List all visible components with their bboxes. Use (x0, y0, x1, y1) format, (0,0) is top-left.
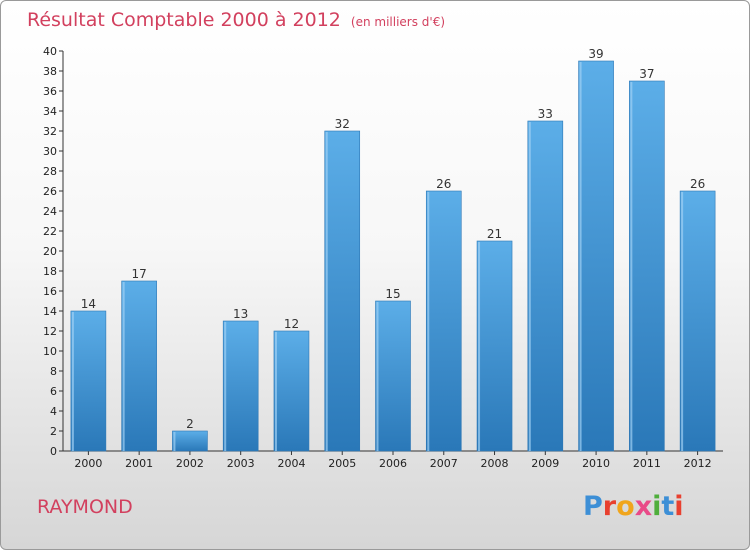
commune-name: RAYMOND (37, 496, 133, 518)
bar-2002 (172, 430, 208, 452)
bar-highlight (681, 192, 684, 451)
logo-letter: i (652, 491, 662, 522)
value-label: 37 (639, 67, 654, 81)
y-tick-label: 18 (43, 265, 57, 278)
value-label: 21 (487, 227, 502, 241)
value-label: 12 (284, 317, 299, 331)
value-label: 26 (690, 177, 705, 191)
bar-highlight (528, 122, 531, 451)
y-tick-label: 20 (43, 245, 57, 258)
y-tick-label: 6 (50, 385, 57, 398)
logo-letter: x (634, 491, 653, 522)
bars (70, 60, 716, 452)
value-label: 17 (132, 267, 147, 281)
value-label: 2 (186, 417, 194, 431)
logo-letter: o (616, 491, 635, 522)
x-tick-label: 2011 (633, 457, 661, 470)
y-tick-label: 30 (43, 145, 57, 158)
proxiti-logo: Proxiti (583, 489, 684, 525)
logo-letter: t (661, 491, 675, 522)
x-tick-label: 2006 (379, 457, 407, 470)
bar-2009 (527, 120, 564, 452)
value-label: 32 (335, 117, 350, 131)
bar-2003 (222, 320, 259, 452)
chart-title-block: Résultat Comptable 2000 à 2012 (en millie… (27, 5, 445, 35)
y-tick-label: 14 (43, 305, 57, 318)
data-labels: 14 17 2 13 12 32 15 26 21 33 39 37 26 (81, 47, 706, 431)
y-tick-label: 38 (43, 65, 57, 78)
bar-2004 (273, 330, 310, 452)
y-tick-label: 24 (43, 205, 57, 218)
bar-2011 (629, 80, 665, 452)
y-tick-label: 10 (43, 345, 57, 358)
y-tick-label: 36 (43, 85, 57, 98)
y-tick-label: 8 (50, 365, 57, 378)
logo-letter: i (674, 491, 684, 522)
value-label: 13 (233, 307, 248, 321)
bar-2005 (324, 130, 361, 452)
x-tick-label: 2008 (481, 457, 509, 470)
bar-2008 (476, 240, 513, 452)
x-tick-label: 2010 (582, 457, 610, 470)
bar-highlight (325, 132, 328, 451)
y-tick-label: 12 (43, 325, 57, 338)
bar-highlight (224, 322, 227, 451)
bar-highlight (173, 432, 176, 451)
bar-highlight (376, 302, 379, 451)
y-tick-label: 28 (43, 165, 57, 178)
logo-letter: r (602, 491, 617, 522)
x-tick-label: 2001 (125, 457, 153, 470)
bar-2010 (578, 60, 614, 452)
chart-title: Résultat Comptable 2000 à 2012 (27, 9, 341, 31)
bar-highlight (71, 312, 74, 451)
bar-highlight (478, 242, 481, 451)
y-tick-label: 16 (43, 285, 57, 298)
x-tick-label: 2007 (430, 457, 458, 470)
bar-highlight (122, 282, 125, 451)
y-tick-label: 32 (43, 125, 57, 138)
x-tick-label: 2005 (328, 457, 356, 470)
x-axis: 2000 2001 2002 2003 2004 2005 2006 2007 2008 2009… (63, 450, 723, 470)
bar-2001 (121, 280, 157, 452)
chart-subtitle: (en milliers d'€) (350, 15, 446, 29)
bar-highlight (630, 82, 633, 451)
x-tick-label: 2012 (684, 457, 712, 470)
y-tick-label: 2 (50, 425, 57, 438)
value-label: 26 (436, 177, 451, 191)
x-tick-label: 2004 (277, 457, 305, 470)
y-tick-label: 4 (50, 405, 57, 418)
x-tick-label: 2009 (531, 457, 559, 470)
bar-2012 (679, 190, 716, 452)
y-tick-label: 0 (50, 445, 57, 458)
bar-highlight (427, 192, 430, 451)
y-tick-label: 22 (43, 225, 57, 238)
bar-2007 (425, 190, 462, 452)
x-tick-label: 2002 (176, 457, 204, 470)
value-label: 33 (538, 107, 553, 121)
value-label: 39 (588, 47, 603, 61)
value-label: 14 (81, 297, 96, 311)
y-tick-label: 34 (43, 105, 57, 118)
bar-highlight (274, 332, 277, 451)
logo-letter: P (583, 491, 603, 522)
x-tick-label: 2003 (227, 457, 255, 470)
y-tick-label: 40 (43, 45, 57, 58)
x-tick-label: 2000 (74, 457, 102, 470)
value-label: 15 (385, 287, 400, 301)
bar-2006 (375, 300, 411, 452)
bar-highlight (579, 62, 582, 451)
y-tick-label: 26 (43, 185, 57, 198)
bar-2000 (70, 310, 107, 452)
